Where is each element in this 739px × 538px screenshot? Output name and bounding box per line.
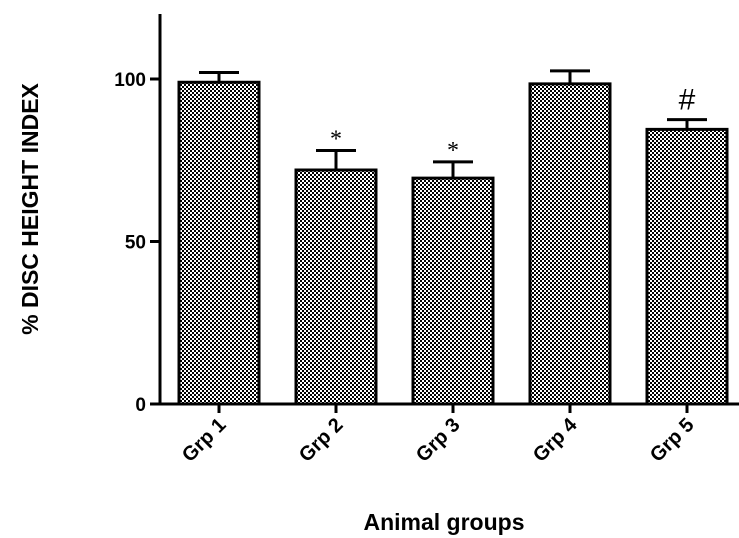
y-tick-label-1: 0 — [135, 395, 146, 416]
bar-3 — [411, 176, 495, 406]
significance-mark-5: # — [679, 84, 696, 117]
significance-mark-3: * — [447, 138, 459, 164]
annotations-layer: * * # — [330, 84, 696, 164]
x-tick-label-5: Grp 5 — [646, 414, 699, 467]
y-tick-label-3: 100 — [114, 70, 146, 91]
bar-2 — [294, 168, 378, 406]
error-bars-layer — [199, 69, 707, 179]
bars-layer — [177, 80, 729, 406]
x-axis-title: Animal groups — [363, 509, 524, 535]
y-ticks-layer: 0 50 100 — [114, 70, 160, 416]
x-tick-label-1: Grp 1 — [178, 414, 231, 467]
x-ticks-layer: Grp 1 Grp 2 Grp 3 Grp 4 Grp 5 — [178, 404, 699, 466]
x-tick-label-2: Grp 2 — [295, 414, 348, 467]
y-axis-title: % DISC HEIGHT INDEX — [17, 82, 43, 334]
significance-mark-2: * — [330, 127, 342, 153]
bar-1 — [177, 80, 261, 406]
bar-4 — [528, 82, 612, 406]
x-tick-label-3: Grp 3 — [412, 414, 465, 467]
bar-5 — [645, 127, 729, 406]
x-tick-label-4: Grp 4 — [529, 413, 582, 466]
y-tick-label-2: 50 — [125, 233, 146, 254]
